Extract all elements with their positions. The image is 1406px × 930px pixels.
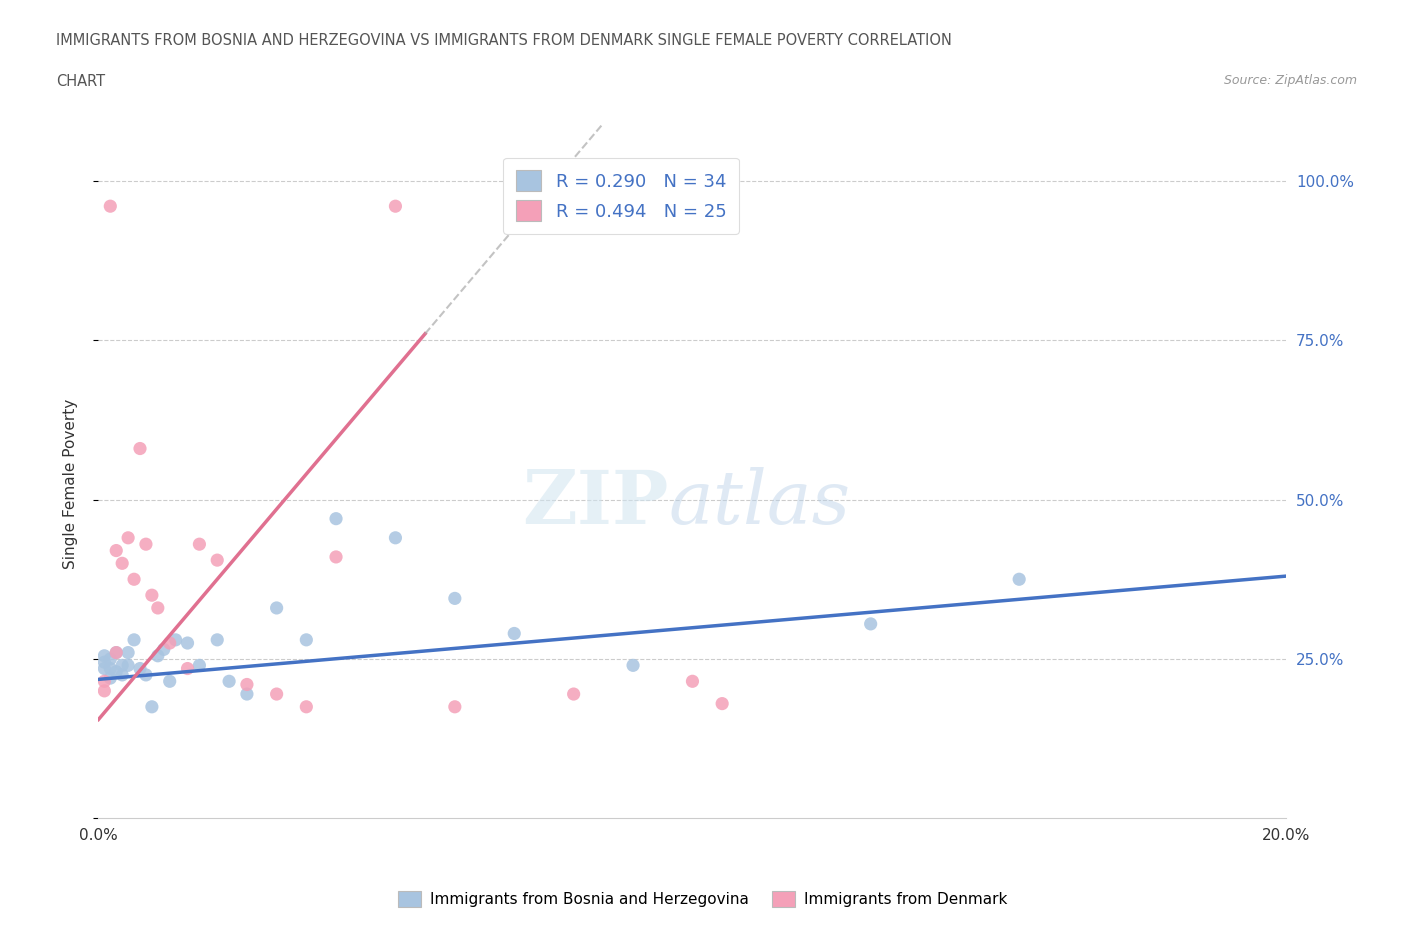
- Point: [111, 556, 134, 571]
- Point: [176, 661, 198, 676]
- Point: [325, 550, 347, 565]
- Point: [621, 658, 644, 672]
- Point: [443, 591, 465, 605]
- Point: [146, 648, 169, 663]
- Point: [129, 661, 152, 676]
- Point: [93, 655, 115, 670]
- Point: [295, 632, 318, 647]
- Point: [93, 674, 115, 689]
- Point: [207, 552, 229, 567]
- Text: CHART: CHART: [56, 74, 105, 89]
- Point: [98, 671, 121, 685]
- Point: [111, 668, 134, 683]
- Point: [859, 617, 882, 631]
- Legend: R = 0.290   N = 34, R = 0.494   N = 25: R = 0.290 N = 34, R = 0.494 N = 25: [503, 158, 740, 233]
- Point: [111, 658, 134, 672]
- Point: [159, 635, 181, 650]
- Point: [384, 530, 406, 545]
- Point: [105, 645, 128, 660]
- Point: [384, 199, 406, 214]
- Point: [266, 686, 288, 701]
- Text: ZIP: ZIP: [522, 467, 669, 540]
- Point: [141, 588, 163, 603]
- Point: [266, 601, 288, 616]
- Point: [141, 699, 163, 714]
- Point: [105, 645, 128, 660]
- Point: [176, 635, 198, 650]
- Point: [98, 661, 121, 676]
- Text: atlas: atlas: [669, 468, 851, 540]
- Point: [188, 537, 211, 551]
- Legend: Immigrants from Bosnia and Herzegovina, Immigrants from Denmark: Immigrants from Bosnia and Herzegovina, …: [392, 884, 1014, 913]
- Point: [117, 530, 139, 545]
- Text: IMMIGRANTS FROM BOSNIA AND HERZEGOVINA VS IMMIGRANTS FROM DENMARK SINGLE FEMALE : IMMIGRANTS FROM BOSNIA AND HERZEGOVINA V…: [56, 33, 952, 47]
- Point: [105, 543, 128, 558]
- Point: [93, 661, 115, 676]
- Point: [1008, 572, 1031, 587]
- Point: [188, 658, 211, 672]
- Point: [117, 658, 139, 672]
- Point: [325, 512, 347, 526]
- Point: [236, 677, 259, 692]
- Point: [562, 686, 585, 701]
- Point: [93, 648, 115, 663]
- Point: [165, 632, 187, 647]
- Point: [443, 699, 465, 714]
- Point: [135, 668, 157, 683]
- Point: [711, 697, 734, 711]
- Text: Source: ZipAtlas.com: Source: ZipAtlas.com: [1223, 74, 1357, 87]
- Point: [218, 674, 240, 689]
- Point: [159, 674, 181, 689]
- Y-axis label: Single Female Poverty: Single Female Poverty: [63, 398, 77, 569]
- Point: [117, 645, 139, 660]
- Point: [503, 626, 526, 641]
- Point: [93, 684, 115, 698]
- Point: [236, 686, 259, 701]
- Point: [682, 674, 704, 689]
- Point: [122, 632, 145, 647]
- Point: [152, 642, 174, 657]
- Point: [98, 199, 121, 214]
- Point: [207, 632, 229, 647]
- Point: [105, 664, 128, 679]
- Point: [295, 699, 318, 714]
- Point: [146, 601, 169, 616]
- Point: [98, 652, 121, 667]
- Point: [129, 441, 152, 456]
- Point: [135, 537, 157, 551]
- Point: [122, 572, 145, 587]
